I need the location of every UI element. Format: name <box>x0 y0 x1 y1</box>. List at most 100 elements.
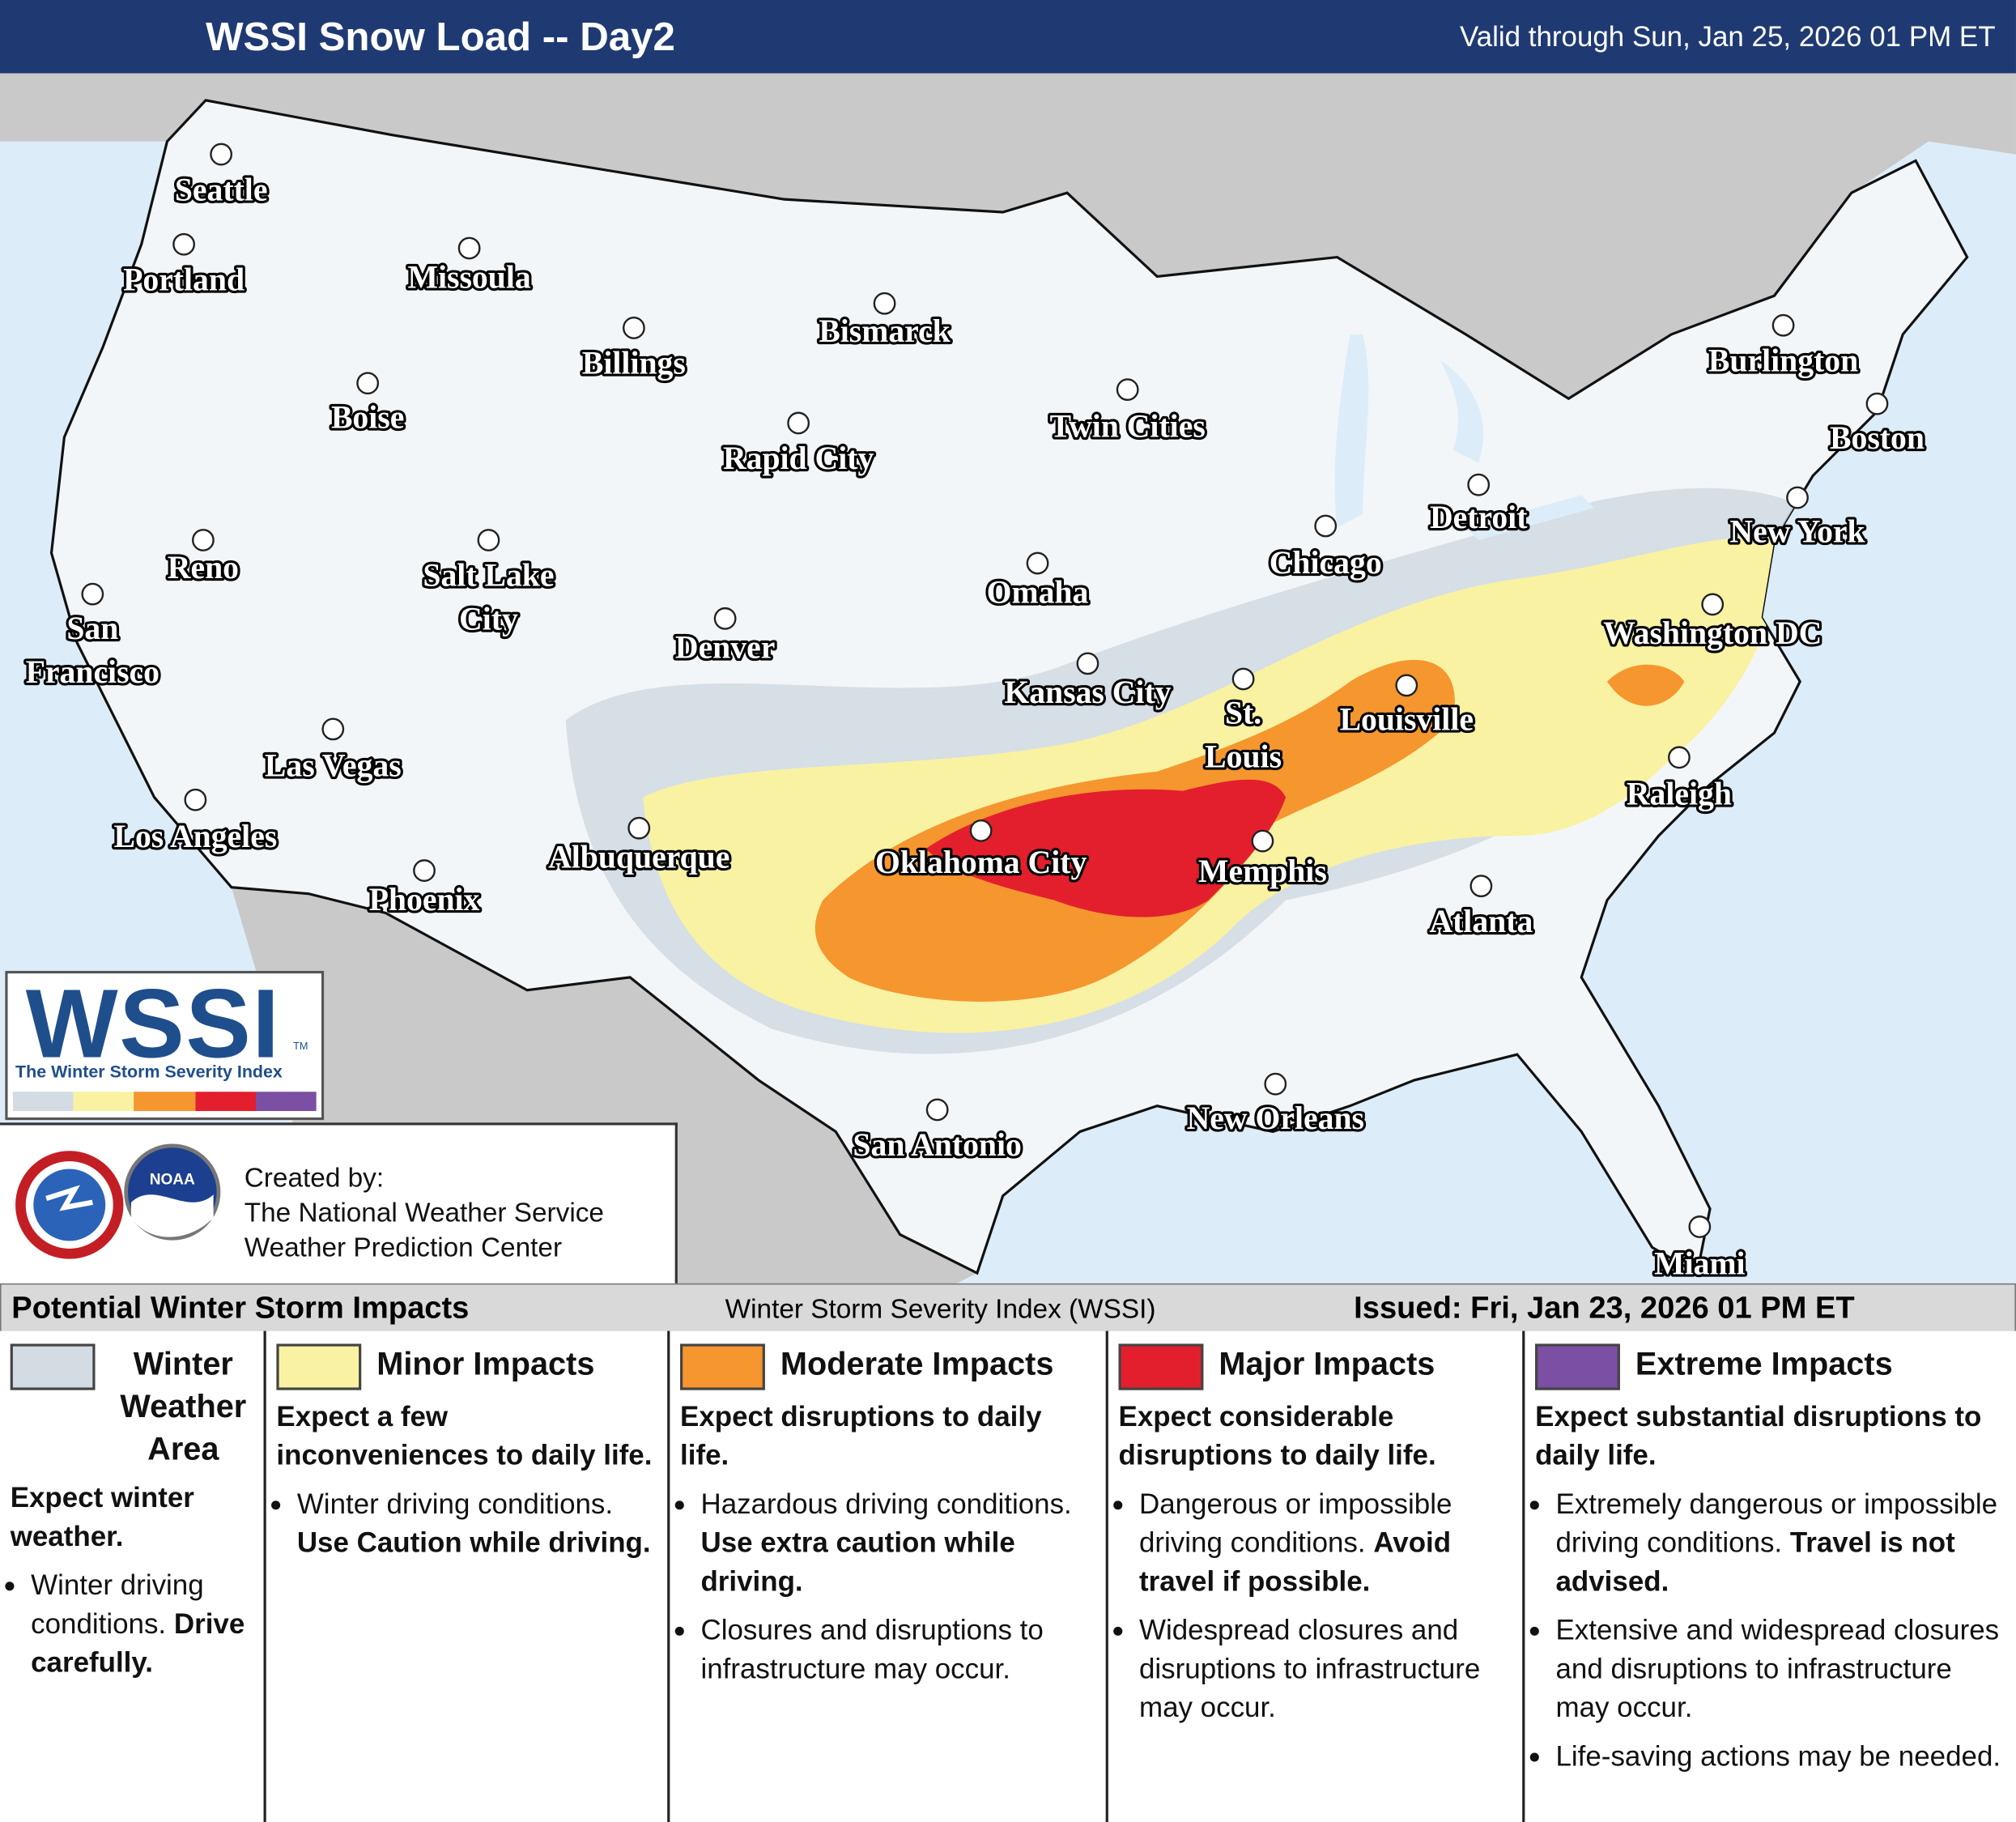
noaa-text: NOAA <box>150 1172 195 1189</box>
noaa-wave <box>130 1194 214 1237</box>
agency-logos: NOAA <box>15 1143 221 1259</box>
legend-header: Potential Winter Storm Impacts Winter St… <box>0 1283 2016 1333</box>
legend: Winter Weather Area Expect winter weather… <box>0 1330 2016 1822</box>
credit-line: The National Weather Service <box>244 1198 604 1228</box>
city-label: Denver <box>675 630 775 666</box>
city-dot <box>925 1098 949 1122</box>
city-dot <box>713 607 737 630</box>
city-label: Missoula <box>408 259 531 295</box>
legend-index: Winter Storm Severity Index (WSSI) <box>725 1295 1156 1325</box>
legend-title: Minor Impacts <box>376 1346 595 1383</box>
city-label: St. <box>1225 696 1261 731</box>
legend-bullet: Dangerous or impossible driving conditio… <box>1139 1485 1515 1601</box>
legend-summary: Expect winter weather. <box>10 1481 194 1552</box>
legend-column: Winter Weather Area Expect winter weather… <box>0 1330 266 1822</box>
legend-title-row: Moderate Impacts <box>680 1343 1098 1390</box>
city-label: Louis <box>1205 739 1282 775</box>
city-label: Omaha <box>987 574 1089 610</box>
city-label: San Antonio <box>853 1127 1021 1163</box>
title: WSSI Snow Load -- Day2 <box>206 14 675 60</box>
city-dot <box>210 143 233 166</box>
city-dot <box>1251 829 1274 853</box>
city-label: Reno <box>168 550 239 585</box>
bullet-text: Extremely dangerous or impossible drivin… <box>1555 1488 1998 1559</box>
legend-bullets: Winter driving conditions. Use Caution w… <box>276 1485 659 1562</box>
impact-areas <box>565 487 1826 1054</box>
city-label: New York <box>1729 514 1865 550</box>
city-dot <box>457 236 481 260</box>
city-label: Phoenix <box>369 882 480 917</box>
city-dot <box>1076 652 1099 675</box>
city-label: Louisville <box>1340 702 1474 738</box>
city-label: Memphis <box>1198 854 1327 889</box>
bullet-text: Widespread closures and disruptions to i… <box>1138 1613 1481 1723</box>
city-dot <box>1865 392 1889 415</box>
legend-title: Winter Weather Area <box>120 1346 247 1467</box>
city-dot <box>1026 551 1049 575</box>
city-dot <box>873 292 896 315</box>
legend-column: Major Impacts Expect considerable disrupt… <box>1108 1330 1525 1822</box>
lake-michigan <box>1334 334 1369 528</box>
moderate-area <box>1607 664 1685 706</box>
legend-swatch <box>10 1343 96 1390</box>
city-label: New Orleans <box>1187 1100 1364 1136</box>
legend-bullet: Extremely dangerous or impossible drivin… <box>1555 1485 2008 1601</box>
city-label: Washington DC <box>1603 615 1822 651</box>
city-dot <box>787 411 810 435</box>
city-label: Rapid City <box>723 441 874 476</box>
legend-swatch <box>680 1343 765 1390</box>
legend-swatch <box>1118 1343 1204 1390</box>
credits: NOAA Created by: The National Weather Se… <box>0 1122 678 1289</box>
logo-color-bar <box>12 1092 317 1112</box>
city-dot <box>321 717 345 741</box>
valid-time: Valid through Sun, Jan 25, 2026 01 PM ET <box>1459 20 1996 53</box>
legend-bullet: Life-saving actions may be needed. <box>1555 1737 2008 1776</box>
bullet-text: Winter driving conditions. <box>31 1569 204 1640</box>
city-label: Bismarck <box>819 313 951 349</box>
city-label: Billings <box>582 346 686 381</box>
legend-bullet: Widespread closures and disruptions to i… <box>1139 1611 1515 1727</box>
city-dot <box>1314 514 1338 538</box>
city-label: Seattle <box>175 172 268 207</box>
bullet-text: Dangerous or impossible driving conditio… <box>1138 1488 1452 1559</box>
city-label: Burlington <box>1708 343 1858 379</box>
city-dot <box>1467 473 1491 496</box>
nws-bolt <box>45 1185 93 1211</box>
city-dot <box>1469 875 1493 898</box>
city-label: Chicago <box>1270 545 1382 581</box>
city-dot <box>1786 486 1809 509</box>
city-dot <box>1668 746 1691 769</box>
wssi-logo: WSSI TM The Winter Storm Severity Index <box>5 969 325 1121</box>
city-label: Los Angeles <box>113 819 277 854</box>
map: Seattle Portland Missoula Billings Bismarck B… <box>0 73 2016 1287</box>
legend-title-row: Winter Weather Area <box>10 1343 256 1471</box>
city-label: Las Vegas <box>265 748 402 784</box>
logo-subtitle: The Winter Storm Severity Index <box>15 1062 283 1082</box>
legend-summary: Expect substantial disruptions to daily … <box>1535 1400 1982 1471</box>
city-dot <box>969 819 993 842</box>
city-label: Atlanta <box>1429 904 1533 939</box>
bullet-text: Hazardous driving conditions. <box>700 1488 1072 1521</box>
city-dot <box>1771 313 1795 337</box>
legend-title-row: Major Impacts <box>1118 1343 1515 1390</box>
city-label: Portland <box>123 262 245 297</box>
major-area <box>925 779 1286 917</box>
city-dot <box>477 529 500 551</box>
city-dot <box>356 372 380 395</box>
legend-column: Minor Impacts Expect a few inconveniences… <box>266 1330 670 1822</box>
legend-summary: Expect considerable disruptions to daily… <box>1118 1400 1436 1471</box>
city-dot <box>1116 378 1139 402</box>
city-dot <box>1264 1072 1287 1096</box>
bullet-text: Winter driving conditions. <box>296 1488 614 1521</box>
city-dot <box>627 816 651 840</box>
city-label: Oklahoma City <box>875 845 1087 880</box>
city-label: Raleigh <box>1627 777 1732 812</box>
city-label: Salt Lake <box>423 558 554 594</box>
canada <box>0 73 2016 399</box>
city-label: Detroit <box>1430 500 1528 535</box>
legend-swatch <box>1535 1343 1620 1390</box>
city-label: Kansas City <box>1004 675 1171 710</box>
city-dot <box>1688 1215 1712 1238</box>
legend-title-row: Minor Impacts <box>276 1343 659 1390</box>
